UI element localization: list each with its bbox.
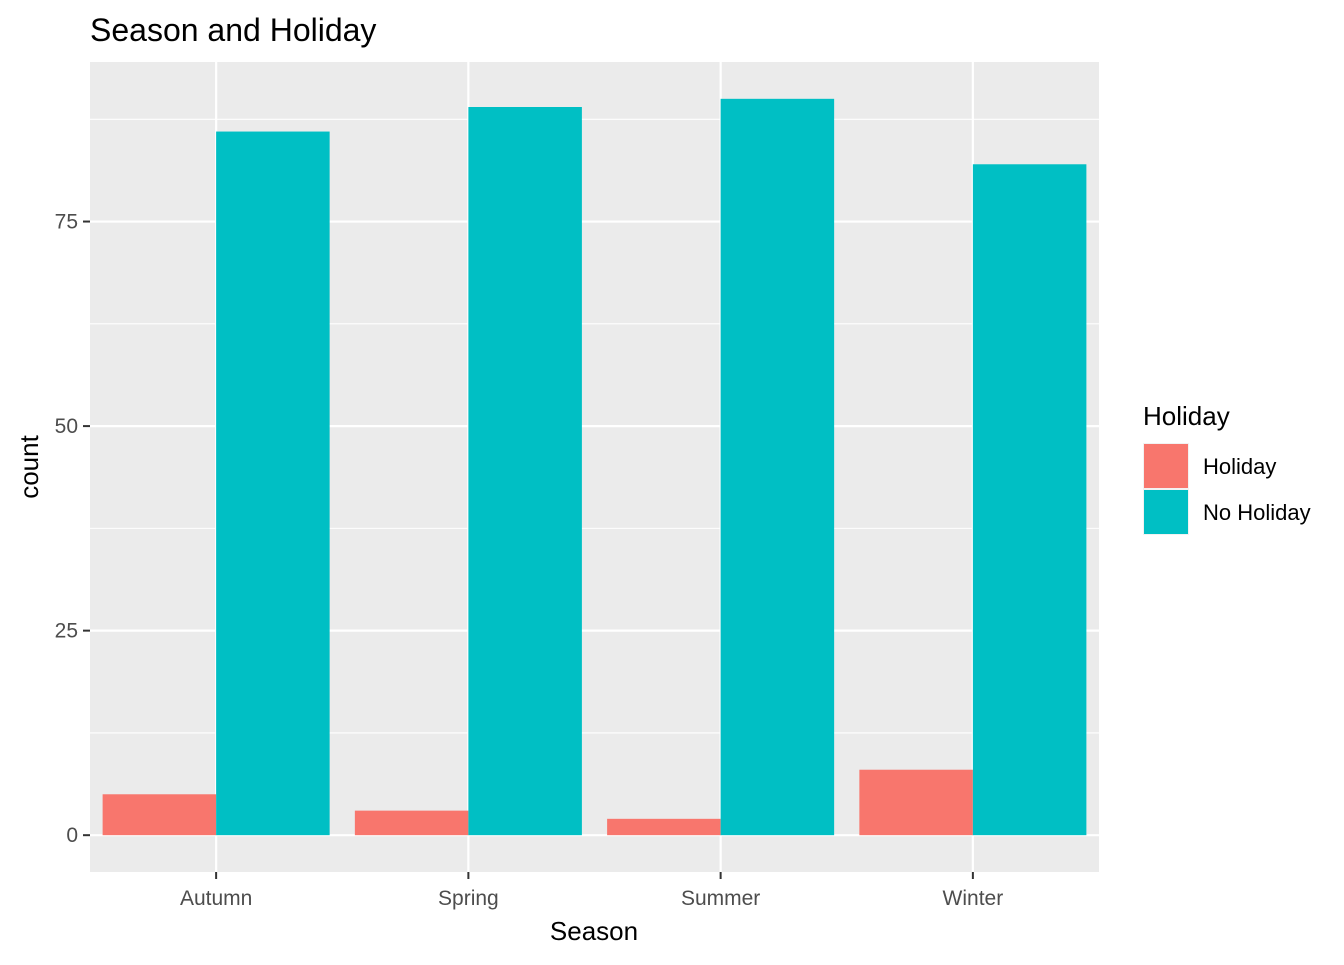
x-tick-label: Autumn xyxy=(180,887,252,910)
y-tick-label: 75 xyxy=(55,211,78,234)
legend-item-label: Holiday xyxy=(1203,454,1276,479)
y-tick-label: 50 xyxy=(55,415,78,438)
y-tick-label: 25 xyxy=(55,620,78,643)
x-tick-label: Summer xyxy=(681,887,760,910)
y-axis-label: count xyxy=(14,434,44,498)
x-tick-label: Spring xyxy=(438,887,499,910)
legend-key-swatch xyxy=(1144,444,1188,488)
y-axis: 0 25 50 75 xyxy=(55,211,90,847)
legend-items: Holiday No Holiday xyxy=(1143,443,1311,535)
legend-title: Holiday xyxy=(1143,401,1230,431)
bar-winter-no-holiday xyxy=(972,164,1087,836)
x-axis: Autumn Spring Summer Winter xyxy=(180,872,1003,910)
x-axis-label: Season xyxy=(550,916,638,946)
bar-winter-holiday xyxy=(859,769,973,836)
chart-title: Season and Holiday xyxy=(90,12,376,48)
x-tick-label: Winter xyxy=(943,887,1004,910)
bar-summer-holiday xyxy=(607,818,721,836)
bar-summer-no-holiday xyxy=(720,98,835,836)
legend-key-swatch xyxy=(1144,490,1188,534)
bar-autumn-no-holiday xyxy=(216,131,330,836)
bars xyxy=(102,98,1087,836)
legend: Holiday Holiday No Holiday xyxy=(1143,401,1311,535)
y-tick-label: 0 xyxy=(66,824,78,847)
bar-spring-no-holiday xyxy=(468,107,582,836)
bar-spring-holiday xyxy=(354,810,469,836)
legend-item-label: No Holiday xyxy=(1203,500,1311,525)
bar-autumn-holiday xyxy=(102,794,217,836)
